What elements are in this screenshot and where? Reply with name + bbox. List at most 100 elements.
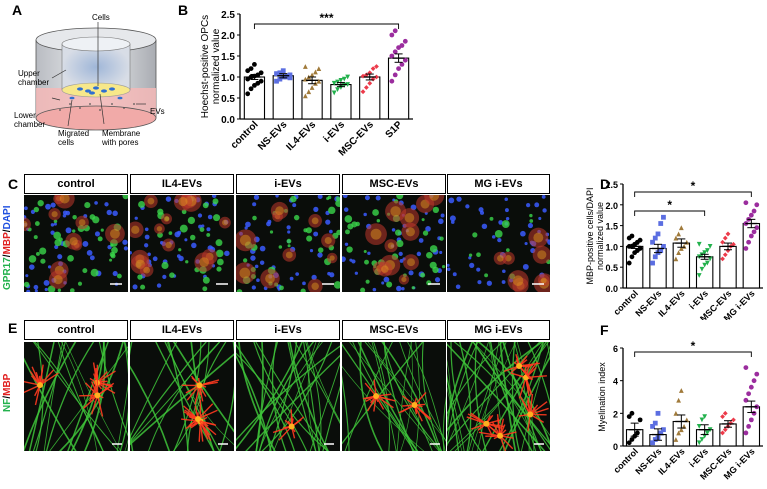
D-point-NS-EVs (655, 231, 661, 237)
row-c-ylabel-sep2: / (2, 229, 13, 233)
row-e-ylabel: NF/MBP (2, 374, 13, 412)
F-point-control (637, 417, 643, 423)
D-point-IL4-EVs (673, 256, 679, 262)
F-point-control (626, 414, 632, 419)
row-e-ylabel-sep: / (2, 395, 13, 399)
F-points-control (626, 410, 643, 446)
B-point-IL4-EVs (316, 66, 322, 71)
D-ytick-label: 1.5 (605, 222, 618, 232)
B-ytick-label: 2.5 (221, 10, 235, 21)
row_e-label-MSC-EVs: MSC-EVs (342, 320, 446, 340)
F-ytick-label: 6 (613, 344, 618, 354)
D-point-i-EVs (704, 260, 710, 266)
D-ytick-label: 0.0 (605, 284, 618, 294)
D-point-MSC-EVs (722, 235, 728, 241)
B-point-S1P (389, 53, 395, 59)
label-evs: EVs (150, 107, 165, 116)
B-point-IL4-EVs (309, 85, 315, 90)
D-point-IL4-EVs (684, 239, 690, 245)
B-ytick-label: 0.5 (221, 94, 235, 105)
B-point-i-EVs (331, 80, 337, 86)
F-point-MSC-EVs (722, 410, 728, 416)
F-point-i-EVs (699, 437, 705, 442)
D-point-MG i-EVs (746, 239, 752, 245)
D-point-control (637, 237, 643, 243)
F-point-NS-EVs (658, 430, 664, 436)
row-c-ylabel-sep1: / (2, 254, 13, 258)
B-ylabel: Hoechst-positive OPCsnormalized value (200, 15, 222, 118)
B-point-S1P (399, 43, 405, 48)
B-point-i-EVs (345, 74, 351, 80)
B-ytick-label: 1.0 (221, 73, 235, 84)
D-point-NS-EVs (661, 244, 666, 249)
D-point-MG i-EVs (748, 212, 754, 218)
D-point-MG i-EVs (754, 202, 760, 208)
B-point-MSC-EVs (360, 73, 366, 79)
D-point-NS-EVs (650, 260, 655, 266)
F-point-NS-EVs (652, 420, 658, 426)
B-point-control (258, 78, 264, 84)
B-point-control (248, 86, 254, 92)
B-points-S1P (389, 28, 408, 84)
B-point-IL4-EVs (306, 89, 312, 95)
panel-letter-b: B (178, 2, 189, 18)
B-point-NS-EVs (274, 78, 279, 84)
D-point-i-EVs (702, 250, 708, 256)
row_e-label-MG i-EVs: MG i-EVs (447, 320, 550, 340)
D-point-i-EVs (702, 262, 708, 268)
F-point-MG i-EVs (748, 384, 754, 390)
B-point-NS-EVs (277, 70, 283, 76)
insert-top (61, 36, 131, 52)
B-point-MSC-EVs (360, 89, 366, 95)
B-point-NS-EVs (287, 72, 293, 78)
F-point-i-EVs (702, 414, 708, 419)
F-points-MG i-EVs (743, 365, 760, 436)
B-point-i-EVs (331, 90, 337, 96)
F-point-i-EVs (696, 440, 702, 446)
B-point-NS-EVs (277, 76, 283, 82)
cells-in-insert (77, 86, 115, 95)
F-point-IL4-EVs (673, 437, 679, 442)
B-ytick-label: 2.0 (221, 31, 235, 42)
B-point-i-EVs (341, 76, 347, 82)
F-point-MG i-EVs (743, 430, 749, 436)
B-point-S1P (389, 78, 395, 84)
D-point-control (629, 254, 635, 260)
F-point-NS-EVs (652, 437, 658, 442)
F-point-MSC-EVs (722, 427, 728, 433)
D-point-i-EVs (696, 273, 702, 278)
evs-dots (59, 103, 135, 111)
label-migrated-cells: Migrated cells (58, 129, 89, 147)
D-ytick-label: 2.5 (605, 180, 618, 190)
D-points-control (626, 233, 643, 266)
D-ytick-label: 0.5 (605, 263, 618, 273)
F-point-NS-EVs (650, 440, 655, 446)
row_c-label-MG i-EVs: MG i-EVs (447, 174, 550, 194)
panel-letter-f: F (600, 322, 609, 338)
row_c-label-IL4-EVs: IL4-EVs (130, 174, 234, 194)
row_c-label-MSC-EVs: MSC-EVs (342, 174, 446, 194)
D-point-MSC-EVs (722, 252, 728, 258)
D-point-NS-EVs (652, 254, 658, 260)
D-point-i-EVs (699, 266, 705, 272)
B-point-IL4-EVs (302, 64, 308, 69)
F-point-MSC-EVs (720, 430, 725, 436)
F-ylabel: Myelination index (597, 362, 607, 432)
B-sig-bracket (253, 23, 400, 29)
F-point-IL4-EVs (676, 397, 682, 403)
F-sig-bracket (634, 351, 752, 357)
B-sig-label: *** (319, 11, 333, 25)
D-point-control (626, 260, 632, 266)
B-point-NS-EVs (284, 74, 290, 80)
row_e-image-IL4-EVs (130, 342, 234, 451)
B-point-NS-EVs (287, 75, 293, 81)
B-point-IL4-EVs (313, 69, 318, 75)
D-point-MSC-EVs (725, 248, 731, 253)
row_e-image-control (24, 342, 128, 451)
B-point-S1P (389, 32, 395, 38)
label-upper-chamber: Upper chamber (18, 69, 49, 87)
D-point-i-EVs (696, 241, 702, 247)
B-point-S1P (402, 38, 408, 44)
